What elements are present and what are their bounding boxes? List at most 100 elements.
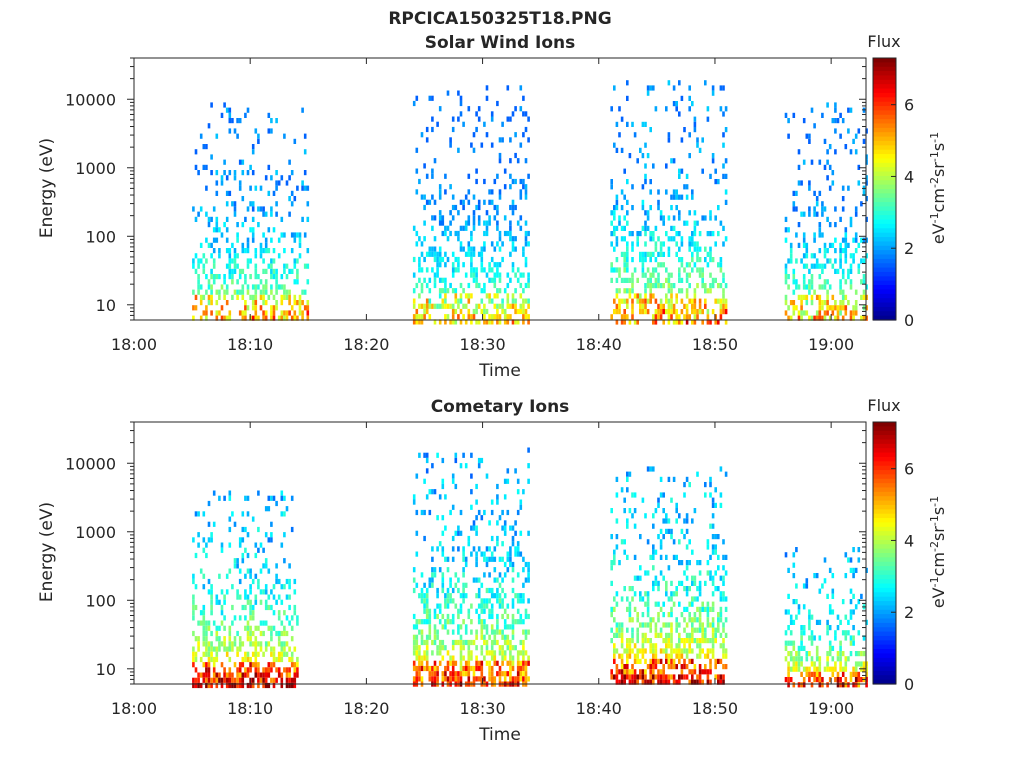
flux-cell: [511, 577, 515, 583]
flux-cell: [626, 471, 629, 477]
flux-cell: [524, 230, 528, 237]
flux-cell: [451, 613, 455, 620]
flux-cell: [202, 641, 206, 647]
flux-cell: [789, 300, 793, 306]
flux-cell: [860, 294, 863, 300]
flux-cell: [691, 601, 694, 607]
flux-cell: [418, 262, 421, 268]
flux-cell: [719, 106, 723, 112]
flux-cell: [264, 682, 268, 689]
flux-cell: [649, 622, 652, 628]
flux-cell: [433, 303, 437, 309]
flux-cell: [293, 604, 297, 611]
flux-cell: [275, 667, 278, 673]
flux-cell: [631, 277, 634, 283]
flux-cell: [202, 310, 206, 316]
colorbar-segment: [873, 193, 896, 199]
flux-cell: [483, 121, 486, 127]
flux-cell: [844, 279, 848, 285]
flux-cell: [680, 580, 684, 586]
flux-cell: [657, 303, 660, 309]
flux-cell: [303, 305, 307, 311]
flux-cell: [205, 646, 208, 652]
flux-cell: [631, 674, 634, 680]
colorbar-segment: [873, 640, 896, 646]
flux-cell: [670, 298, 673, 304]
flux-cell: [509, 184, 512, 190]
flux-cell: [706, 544, 710, 550]
flux-cell: [490, 319, 494, 325]
flux-cell: [522, 598, 525, 604]
flux-cell: [470, 650, 473, 656]
flux-cell: [262, 258, 265, 264]
flux-cell: [480, 598, 484, 604]
flux-cell: [641, 257, 645, 263]
flux-cell: [244, 594, 247, 600]
flux-cell: [670, 293, 673, 299]
flux-cell: [244, 248, 247, 254]
flux-cell: [514, 236, 517, 242]
flux-cell: [524, 111, 528, 117]
flux-cell: [644, 283, 647, 289]
colorbar-segment: [873, 223, 896, 229]
flux-cell: [264, 175, 268, 181]
flux-cell: [444, 645, 447, 651]
flux-cell: [711, 601, 715, 607]
flux-cell: [425, 137, 429, 143]
flux-cell: [792, 268, 796, 274]
flux-cell: [241, 682, 245, 689]
flux-cell: [199, 656, 203, 663]
flux-cell: [202, 672, 206, 678]
flux-cell: [246, 258, 250, 264]
flux-cell: [493, 314, 497, 320]
flux-cell: [420, 629, 424, 635]
flux-cell: [706, 638, 710, 644]
flux-cell: [641, 272, 645, 278]
flux-cell: [631, 121, 634, 127]
flux-cell: [613, 246, 616, 252]
flux-cell: [800, 300, 803, 306]
flux-cell: [270, 305, 273, 311]
flux-cell: [241, 526, 245, 533]
flux-cell: [691, 549, 694, 555]
flux-cell: [225, 175, 229, 181]
flux-cell: [852, 138, 855, 144]
flux-cell: [428, 251, 432, 257]
flux-cell: [672, 194, 676, 200]
flux-cell: [844, 248, 848, 254]
flux-cell: [303, 185, 307, 191]
flux-cell: [462, 556, 465, 562]
flux-cell: [275, 289, 278, 295]
flux-cell: [249, 584, 252, 590]
flux-cell: [670, 225, 673, 231]
flux-cell: [428, 314, 432, 320]
flux-cell: [205, 542, 208, 548]
flux-cell: [787, 258, 790, 264]
flux-cell: [449, 303, 452, 309]
flux-cell: [272, 315, 276, 321]
flux-cell: [509, 314, 512, 320]
flux-cell: [259, 185, 263, 191]
flux-cell: [527, 577, 530, 583]
colorbar-segment: [873, 280, 896, 286]
flux-cell: [610, 220, 613, 226]
flux-cell: [254, 552, 258, 559]
flux-cell: [472, 267, 476, 273]
flux-cell: [251, 662, 255, 668]
flux-cell: [813, 635, 816, 641]
flux-cell: [423, 535, 426, 542]
flux-cell: [615, 303, 619, 309]
flux-cell: [834, 258, 837, 264]
flux-cell: [433, 676, 437, 682]
flux-cell: [506, 303, 510, 309]
flux-cell: [446, 665, 450, 672]
flux-cell: [451, 194, 455, 200]
flux-cell: [246, 620, 250, 626]
flux-cell: [483, 639, 486, 646]
flux-cell: [238, 542, 242, 548]
flux-cell: [457, 530, 460, 536]
flux-cell: [444, 225, 447, 231]
flux-cell: [646, 277, 650, 283]
flux-cell: [519, 530, 523, 536]
flux-cell: [503, 288, 507, 294]
